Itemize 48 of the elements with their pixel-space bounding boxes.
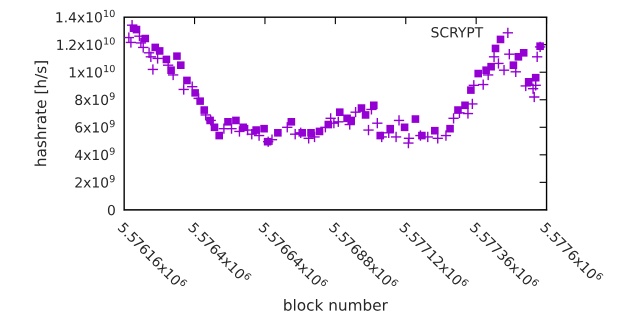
x-tick-label: 5.57616x10$^{6}$ <box>117 220 188 291</box>
point <box>210 123 218 132</box>
point <box>316 128 324 136</box>
y-axis-title: hashrate [h/s] <box>34 61 48 166</box>
annotation: SCRYPT <box>431 27 484 38</box>
point <box>362 111 370 119</box>
x-tick-label: 5.57712x10$^{6}$ <box>398 220 470 291</box>
point <box>510 61 518 70</box>
point <box>461 101 469 110</box>
point <box>274 128 282 137</box>
x-tick-label: 5.5764x10$^{6}$ <box>188 220 252 285</box>
point <box>412 115 420 123</box>
point <box>532 74 540 82</box>
point <box>400 123 408 132</box>
point <box>173 52 181 60</box>
y-tick-label: 4x10$^{9}$ <box>74 147 115 160</box>
y-tick-label: 8x10$^{9}$ <box>75 92 115 106</box>
point <box>183 76 191 84</box>
y-tick-label: 1x10$^{10}$ <box>70 64 115 78</box>
point <box>487 62 495 71</box>
point <box>176 61 185 70</box>
point <box>260 124 268 132</box>
point <box>288 118 296 126</box>
point <box>156 47 164 55</box>
y-tick-label: 2x10$^{9}$ <box>75 174 115 188</box>
x-tick-label: 5.57664x10$^{6}$ <box>258 220 329 291</box>
point <box>232 116 240 124</box>
x-tick-label: 5.5776x10$^{6}$ <box>540 220 604 284</box>
y-tick-label: 1.2x10$^{10}$ <box>57 37 115 50</box>
x-tick-label: 5.57688x10$^{6}$ <box>328 220 400 291</box>
point <box>474 70 482 78</box>
point <box>132 26 140 34</box>
y-tick-label: 1.4x10$^{10}$ <box>56 10 115 23</box>
point <box>358 104 366 112</box>
point <box>224 118 232 126</box>
point <box>520 49 528 57</box>
x-tick-label: 5.57736x10$^{6}$ <box>469 220 540 291</box>
x-axis-title: block number <box>284 299 388 311</box>
point <box>252 126 260 134</box>
point <box>336 108 344 116</box>
point <box>215 132 224 140</box>
point <box>492 44 500 52</box>
point <box>496 36 504 44</box>
y-tick-label: 0 <box>108 204 115 216</box>
point <box>446 124 454 132</box>
point <box>430 126 439 135</box>
y-tick-label: 6x10$^{9}$ <box>75 120 115 133</box>
point <box>141 34 150 42</box>
